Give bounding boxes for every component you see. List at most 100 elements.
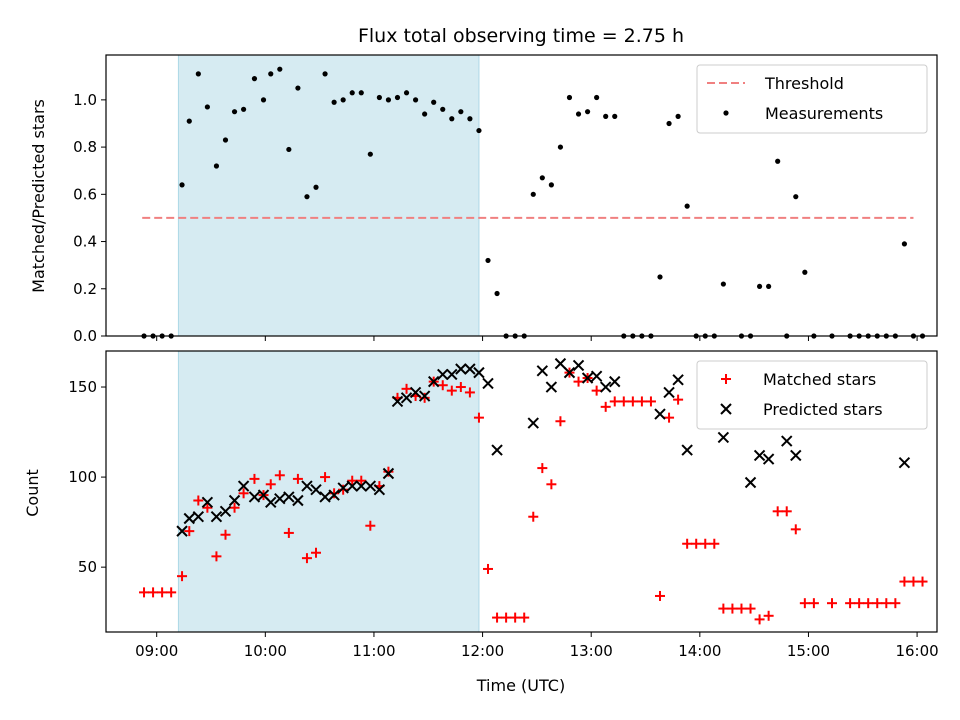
predicted-star-point	[183, 512, 195, 525]
matched-star-point	[166, 587, 177, 598]
predicted-star-point	[248, 491, 261, 503]
measurement-point	[240, 106, 247, 112]
predicted-star-point	[228, 494, 241, 507]
predicted-star-point	[219, 505, 232, 518]
matched-star-point	[265, 479, 276, 490]
predicted-star-point	[599, 381, 612, 393]
measurement-point	[268, 71, 274, 77]
matched-star-point	[736, 603, 747, 614]
matched-star-point	[636, 396, 647, 407]
matched-star-point	[682, 538, 693, 549]
matched-star-point	[709, 538, 720, 549]
matched-star-point	[700, 538, 711, 549]
measurement-point	[431, 99, 437, 105]
chart-title: Flux total observing time = 2.75 h	[358, 25, 684, 47]
y-tick-label: 50	[78, 558, 97, 576]
measurement-point	[412, 97, 419, 103]
y-tick-label: 150	[68, 378, 97, 396]
matched-star-point	[691, 538, 702, 549]
matched-star-point	[249, 473, 260, 484]
predicted-star-point	[409, 386, 422, 399]
matched-star-point	[184, 526, 195, 537]
x-tick-label: 09:00	[135, 642, 178, 660]
measurement-point	[313, 184, 319, 190]
measurement-point	[756, 283, 763, 290]
matched-star-point	[845, 598, 856, 609]
predicted-star-point	[563, 366, 576, 379]
matched-star-point	[157, 587, 168, 598]
matched-star-point	[356, 475, 367, 486]
x-tick-label: 11:00	[352, 642, 395, 660]
measurement-point	[657, 274, 663, 280]
x-tick-label: 16:00	[895, 642, 938, 660]
matched-star-point	[627, 396, 638, 407]
matched-star-point	[645, 396, 656, 407]
measurement-point	[376, 94, 382, 101]
measurement-point	[322, 71, 328, 77]
measurement-point	[222, 137, 229, 143]
measurement-point	[394, 94, 401, 101]
matched-star-point	[383, 466, 394, 477]
matched-star-point	[211, 551, 222, 562]
measurement-point	[231, 109, 238, 115]
top-legend: Threshold Measurements	[696, 64, 928, 134]
top-panel: 0.0 0.2 0.4 0.6 0.8 1.0 Threshold Measurements	[73, 54, 938, 345]
measurement-point	[179, 182, 185, 188]
predicted-star-point	[581, 372, 594, 384]
matched-star-point	[455, 382, 466, 393]
measurement-point	[802, 269, 808, 275]
predicted-star-point	[545, 381, 558, 393]
matched-star-point	[229, 502, 240, 513]
measurement-point	[539, 175, 545, 181]
measurement-point	[467, 116, 473, 122]
matched-star-point	[320, 472, 331, 483]
matched-star-point	[301, 553, 312, 564]
predicted-star-point	[446, 368, 458, 381]
measurement-point	[295, 85, 301, 91]
legend-predicted-label: Predicted stars	[763, 400, 883, 419]
matched-star-point	[283, 527, 294, 538]
predicted-star-point	[265, 496, 277, 509]
predicted-star-point	[400, 392, 413, 404]
axes-frame	[105, 54, 938, 337]
predicted-star-point	[491, 444, 503, 456]
predicted-star-point	[301, 480, 313, 492]
top-y-axis-label: Matched/Predicted stars	[29, 99, 48, 293]
y-tick-label: 0.4	[73, 233, 97, 251]
predicted-star-point	[590, 370, 603, 382]
y-tick-label: 0.2	[73, 280, 97, 298]
matched-star-point	[763, 610, 774, 621]
matched-star-point	[863, 598, 874, 609]
matched-star-point	[881, 598, 892, 609]
measurement-point	[557, 144, 564, 150]
y-tick-label: 1.0	[73, 91, 97, 109]
matched-star-point	[446, 385, 457, 396]
measurement-point	[204, 104, 210, 110]
predicted-star-point	[210, 511, 223, 523]
measurement-point	[186, 118, 192, 124]
predicted-star-point	[337, 482, 349, 494]
measurement-point	[485, 257, 491, 264]
matched-star-point	[483, 563, 494, 574]
matched-star-point	[808, 598, 819, 609]
matched-star-point	[917, 576, 928, 587]
predicted-star-point	[364, 480, 377, 492]
predicted-star-point	[328, 489, 340, 501]
matched-star-point	[437, 380, 448, 391]
measurement-point	[530, 191, 536, 197]
observing-span	[177, 54, 480, 337]
matched-star-point	[790, 524, 801, 535]
measurement-point	[440, 106, 446, 112]
matched-star-point	[401, 383, 412, 394]
predicted-star-point	[310, 483, 322, 496]
matched-star-point	[492, 612, 503, 623]
predicted-star-point	[237, 480, 250, 492]
predicted-star-point	[418, 390, 431, 402]
measurement-point	[260, 97, 267, 103]
matched-star-point	[292, 473, 303, 484]
measurement-point	[213, 163, 220, 169]
x-tick-label: 12:00	[461, 642, 504, 660]
matched-star-point	[311, 547, 322, 558]
measurement-point	[775, 158, 781, 164]
